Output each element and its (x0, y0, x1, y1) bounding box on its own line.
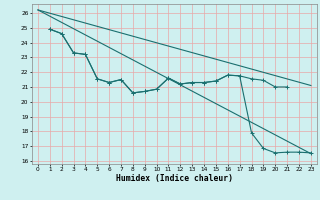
X-axis label: Humidex (Indice chaleur): Humidex (Indice chaleur) (116, 174, 233, 183)
